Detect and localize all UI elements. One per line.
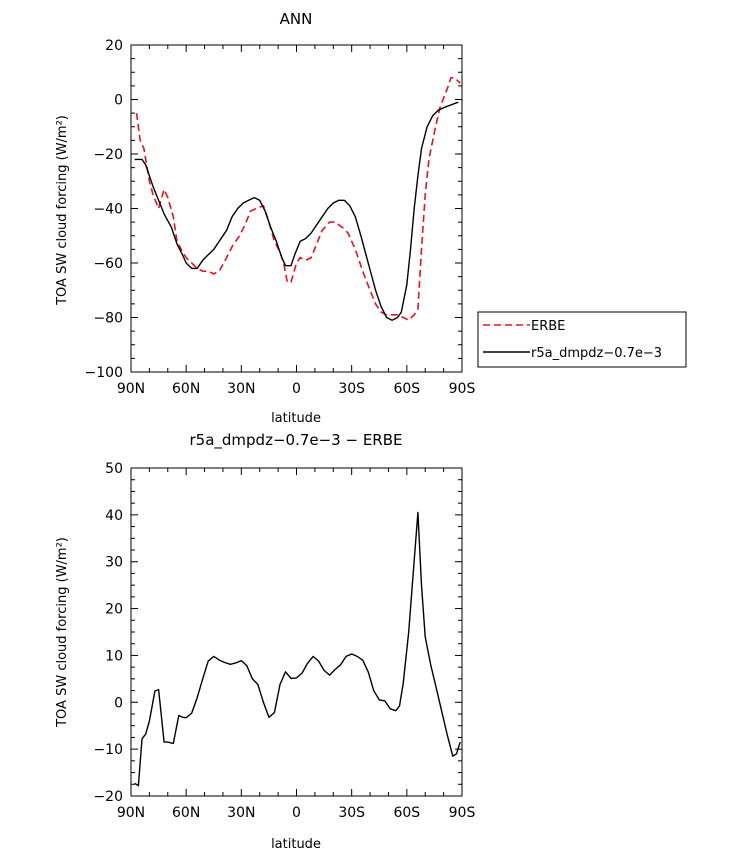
legend-box bbox=[477, 311, 687, 368]
top-series-line-erbe bbox=[135, 76, 461, 322]
top-x-tick-label: 30N bbox=[227, 381, 255, 397]
bottom-plot-frame bbox=[130, 467, 463, 797]
bottom-y-tick-label: 50 bbox=[105, 461, 123, 477]
bottom-x-tick-label: 90N bbox=[117, 805, 145, 821]
bottom-x-tick-label: 60S bbox=[393, 805, 420, 821]
legend-erbe-label: ERBE bbox=[531, 319, 565, 334]
top-y-tick-label: 0 bbox=[114, 93, 123, 109]
bottom-panel: r5a_dmpdz−0.7e−3 − ERBE TOA SW cloud for… bbox=[55, 431, 475, 852]
bottom-series-line-model bbox=[134, 511, 461, 787]
bottom-x-tick-label: 30N bbox=[227, 805, 255, 821]
top-y-tick-label: −20 bbox=[93, 147, 123, 163]
top-x-tick-label: 0 bbox=[292, 381, 301, 397]
top-y-tick-label: −100 bbox=[85, 365, 123, 381]
top-x-tick-label: 90N bbox=[117, 381, 145, 397]
legend: ERBE r5a_dmpdz−0.7e−3 bbox=[477, 311, 687, 368]
top-y-tick-label: −40 bbox=[93, 202, 123, 218]
top-x-tick-label: 60N bbox=[172, 381, 200, 397]
top-x-axis-label: latitude bbox=[271, 411, 321, 426]
bottom-x-tick-label: 30S bbox=[338, 805, 365, 821]
top-y-tick-label: −80 bbox=[93, 311, 123, 327]
top-y-axis-label: TOA SW cloud forcing (W/m²) bbox=[55, 115, 70, 306]
bottom-x-tick-label: 60N bbox=[172, 805, 200, 821]
top-plot-frame bbox=[130, 44, 463, 373]
bottom-y-tick-label: 20 bbox=[105, 602, 123, 618]
top-chart-title: ANN bbox=[280, 10, 313, 28]
top-x-tick-label: 30S bbox=[338, 381, 365, 397]
top-y-tick-label: −60 bbox=[93, 256, 123, 272]
top-x-tick-label: 60S bbox=[393, 381, 420, 397]
bottom-y-tick-label: 30 bbox=[105, 555, 123, 571]
bottom-y-tick-label: 0 bbox=[114, 695, 123, 711]
top-y-tick-label: 20 bbox=[105, 38, 123, 54]
bottom-y-tick-label: −20 bbox=[93, 789, 123, 805]
bottom-x-axis-label: latitude bbox=[271, 837, 321, 852]
bottom-y-tick-label: −10 bbox=[93, 742, 123, 758]
legend-model-label: r5a_dmpdz−0.7e−3 bbox=[531, 346, 662, 361]
bottom-y-tick-label: 10 bbox=[105, 648, 123, 664]
bottom-x-tick-label: 0 bbox=[292, 805, 301, 821]
top-x-tick-label: 90S bbox=[449, 381, 476, 397]
top-series-line-model bbox=[134, 101, 459, 321]
bottom-y-axis-label: TOA SW cloud forcing (W/m²) bbox=[55, 537, 70, 728]
top-panel: ANN TOA SW cloud forcing (W/m²) latitude… bbox=[55, 10, 475, 426]
bottom-y-tick-label: 40 bbox=[105, 508, 123, 524]
bottom-x-tick-label: 90S bbox=[449, 805, 476, 821]
bottom-chart-title: r5a_dmpdz−0.7e−3 − ERBE bbox=[190, 431, 403, 450]
